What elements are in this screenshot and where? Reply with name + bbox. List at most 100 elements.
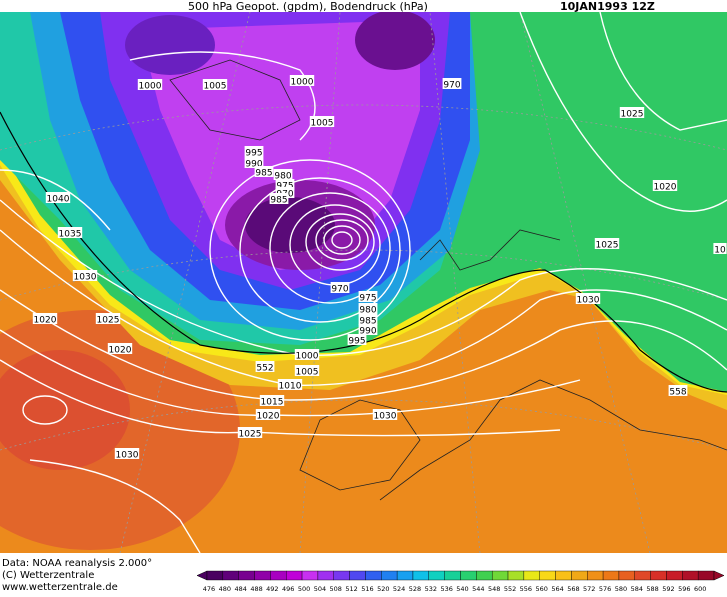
- colorbar-label: 592: [662, 585, 674, 593]
- colorbar-label: 540: [456, 585, 468, 593]
- isobar-label-bg: [57, 227, 83, 238]
- isobar-label: 975: [276, 182, 293, 192]
- colorbar-cell: [428, 570, 445, 581]
- isobar-label-bg: [107, 343, 133, 354]
- isobar-label: 985: [255, 169, 272, 179]
- isobar-label: 1030: [577, 296, 600, 306]
- colorbar-cell: [523, 570, 540, 581]
- colorbar-cell: [571, 570, 588, 581]
- colorbar-cell: [602, 570, 620, 581]
- title: 500 hPa Geopot. (gpdm), Bodendruck (hPa): [188, 0, 428, 13]
- colorbar-cell: [238, 570, 255, 581]
- colorbar-cell: [254, 570, 271, 581]
- isobar-label: 1020: [109, 346, 132, 356]
- isobar-label: 552: [256, 364, 273, 374]
- colorbar-cell: [697, 570, 715, 581]
- colorbar-cell: [460, 570, 477, 581]
- isobar-label: 558: [669, 388, 686, 398]
- colorbar-label: 580: [615, 585, 627, 593]
- isobar-label: 1000: [296, 352, 319, 362]
- isobar-label-bg: [309, 116, 335, 127]
- isobar-label: 1005: [311, 119, 334, 129]
- isobar-label-bg: [275, 187, 295, 198]
- isobar-label-bg: [45, 192, 71, 203]
- isobar-label: 1020: [34, 316, 57, 326]
- isobar-label: 1020: [257, 412, 280, 422]
- isobar-label-bg: [330, 282, 350, 293]
- isobar-label: 985: [270, 196, 287, 206]
- isobar-label: 985: [359, 317, 376, 327]
- colorbar-label: 564: [551, 585, 563, 593]
- isobar-labels: 1000100510009701005995990985980975970985…: [32, 75, 727, 461]
- isobar-label-bg: [294, 349, 320, 360]
- colorbar-label: 500: [298, 585, 310, 593]
- isobar-label: 1005: [204, 82, 227, 92]
- isobar-label-bg: [255, 409, 281, 420]
- colorbar-label: 576: [599, 585, 611, 593]
- contour-552: [0, 111, 727, 393]
- isobar-label: 10: [714, 246, 726, 256]
- colorbar-label: 520: [377, 585, 389, 593]
- isobar-label-bg: [575, 293, 601, 304]
- isobar-label: 1025: [239, 430, 262, 440]
- isobar-label-bg: [237, 427, 263, 438]
- isobar-label: 995: [348, 337, 365, 347]
- colorbar-cell: [365, 570, 382, 581]
- colorbar-cell: [587, 570, 604, 581]
- isobar-label: 990: [359, 327, 376, 337]
- colorbar-label: 516: [361, 585, 373, 593]
- header-bar: [0, 0, 727, 12]
- map-field: [0, 10, 727, 553]
- colorbar-cell: [381, 570, 398, 581]
- isobar-label-bg: [358, 324, 378, 335]
- colorbar-label: 524: [393, 585, 405, 593]
- colorbar-cell: [412, 570, 430, 581]
- colorbar-label: 572: [583, 585, 595, 593]
- isobar-label-bg: [202, 79, 228, 90]
- colorbar-cell: [286, 570, 303, 581]
- isobar-label-bg: [114, 448, 140, 459]
- isobar-label: 1010: [279, 382, 302, 392]
- colorbar-label: 504: [314, 585, 326, 593]
- isobar-label-bg: [619, 107, 645, 118]
- colorbar-cell: [444, 570, 461, 581]
- isobar-label-bg: [254, 166, 274, 177]
- isobar-label: 970: [331, 285, 348, 295]
- colorbar-label: 480: [219, 585, 231, 593]
- graticule: [0, 11, 727, 554]
- colorbar-label: 548: [488, 585, 500, 593]
- colorbar-cell: [682, 570, 699, 581]
- isobar-label-bg: [594, 238, 620, 249]
- isobar-label-bg: [32, 313, 58, 324]
- colorbar-label: 476: [203, 585, 215, 593]
- isobar-label-bg: [95, 313, 121, 324]
- colorbar-label: 600: [694, 585, 706, 593]
- colorbar-label: 588: [646, 585, 658, 593]
- colorbar-label: 492: [266, 585, 278, 593]
- colorbar-cell: [301, 570, 319, 581]
- isobar-label-bg: [275, 179, 295, 190]
- isobar-label-bg: [269, 193, 289, 204]
- colorbar-cell: [317, 570, 334, 581]
- isobar-label: 1005: [296, 368, 319, 378]
- colorbar-label: 528: [409, 585, 421, 593]
- isobar-label-bg: [294, 365, 320, 376]
- isobar-label-bg: [244, 157, 264, 168]
- colorbar-label: 488: [250, 585, 262, 593]
- isobar-label: 1030: [74, 273, 97, 283]
- isobar-label-bg: [289, 75, 315, 86]
- isobar-label-bg: [668, 385, 688, 396]
- isobar-label: 975: [359, 294, 376, 304]
- isobar-label: 1025: [97, 316, 120, 326]
- isobars: [0, 11, 727, 554]
- isobar-label: 1020: [654, 183, 677, 193]
- isobar-label-bg: [358, 314, 378, 325]
- colorbar-label: 496: [282, 585, 294, 593]
- isobar-label-bg: [442, 78, 462, 89]
- isobar-label: 1030: [116, 451, 139, 461]
- coastlines: [169, 59, 727, 501]
- isobar-label-bg: [255, 361, 275, 372]
- isobar-label: 1025: [596, 241, 619, 251]
- isobar-label: 1040: [47, 195, 70, 205]
